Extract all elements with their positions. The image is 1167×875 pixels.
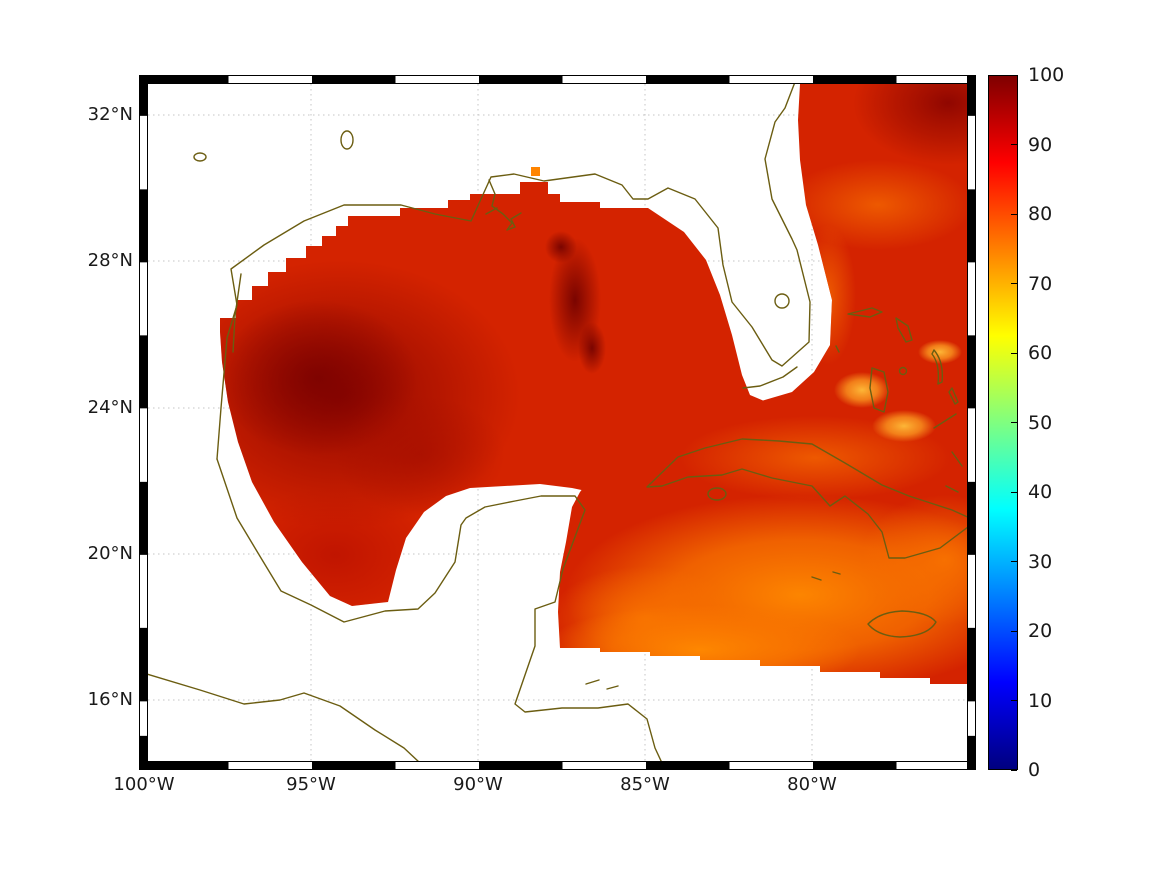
coastline-laguna-madre-barrier — [232, 273, 242, 353]
coastline-bimini — [835, 345, 840, 353]
colorbar-tick-label: 10 — [1028, 689, 1053, 712]
heat-streak-mid-gulf — [545, 231, 577, 263]
colorbar-tick-label: 70 — [1028, 272, 1053, 295]
colorbar-tick-mark — [1011, 144, 1017, 145]
colorbar-tick-label: 30 — [1028, 550, 1053, 573]
heat-cell-isolated — [531, 167, 540, 176]
colorbar-tick-mark — [1011, 561, 1017, 562]
coastline-grand-bahama — [847, 307, 883, 318]
coastline-lake-okeechobee — [774, 293, 790, 309]
coastline-inland-lake — [340, 130, 354, 150]
x-tick-label: 80°W — [787, 774, 837, 795]
y-tick-label: 20°N — [87, 543, 133, 564]
colorbar-tick-mark — [1011, 630, 1017, 632]
map-frame-top — [139, 75, 976, 84]
coastline-andros — [869, 367, 889, 413]
colorbar-tick-label: 0 — [1028, 759, 1041, 781]
heat-blob-ne-atlantic — [853, 84, 967, 165]
coastline-bay-islands — [585, 679, 619, 690]
x-tick-label: 95°W — [286, 774, 336, 795]
heat-blob-campeche — [235, 487, 435, 623]
coastline-cuba — [646, 438, 967, 559]
heat-spot-bahamas — [872, 410, 936, 442]
heat-spot-bahamas — [918, 340, 962, 364]
y-tick-label: 28°N — [87, 250, 133, 271]
heatmap-field — [220, 84, 967, 684]
coastline-inland-lake — [193, 152, 207, 162]
map-frame-bottom — [139, 761, 976, 770]
colorbar-tick-label: 80 — [1028, 203, 1053, 225]
coastline-jamaica — [867, 610, 937, 638]
coastline-exuma-chain — [933, 413, 957, 429]
coastline-florida-keys — [742, 366, 798, 389]
coastlines — [148, 84, 967, 761]
y-tick-label: 16°N — [87, 689, 133, 710]
x-tick-label: 90°W — [453, 774, 503, 795]
colorbar-tick-label: 90 — [1028, 133, 1053, 156]
heat-streak-mid-gulf — [578, 322, 606, 374]
colorbar-tick-label: 20 — [1028, 620, 1053, 642]
coastline-us-gulf-florida — [216, 84, 811, 460]
heat-blob-central-gulf — [335, 395, 505, 515]
colorbar-tick-mark — [1011, 213, 1017, 215]
colorbar-tick-label: 40 — [1028, 481, 1053, 503]
coastline-new-providence — [898, 366, 908, 376]
coastline-isla-juventud — [707, 487, 727, 501]
colorbar-tick-mark — [1011, 283, 1017, 284]
coastline-eleuthera — [931, 349, 944, 385]
y-tick-label: 24°N — [87, 397, 133, 418]
heat-blob-se-corner — [860, 495, 967, 625]
colorbar-tick-mark — [1011, 491, 1017, 493]
coastline-long-island — [945, 451, 963, 493]
map-frame-right — [967, 75, 976, 770]
coastline-cayman-islands — [811, 571, 841, 581]
colorbar-tick-label: 50 — [1028, 411, 1053, 434]
coastline-cat-island — [948, 387, 959, 405]
colorbar-tick-label: 60 — [1028, 342, 1053, 364]
x-tick-label: 85°W — [620, 774, 670, 795]
y-tick-label: 32°N — [87, 104, 133, 125]
colorbar-tick-mark — [1011, 74, 1017, 76]
colorbar-tick-mark — [1011, 352, 1017, 354]
map-frame-left — [139, 75, 148, 770]
heat-streak-atlantic — [783, 160, 967, 250]
colorbar-tick-mark — [1011, 422, 1017, 423]
x-tick-label: 100°W — [113, 774, 175, 795]
colorbar-tick-mark — [1011, 700, 1017, 701]
coastline-mexico-central-america — [216, 458, 662, 761]
colorbar-tick-mark — [1011, 769, 1017, 771]
heat-spot-bahamas — [834, 372, 890, 408]
heat-band-south-edge — [540, 605, 860, 684]
coastline-abaco — [895, 317, 913, 343]
coastline-pacific-mexico — [148, 673, 419, 761]
coastline-mississippi-delta — [485, 179, 522, 231]
colorbar-tick-label: 100 — [1028, 64, 1065, 86]
